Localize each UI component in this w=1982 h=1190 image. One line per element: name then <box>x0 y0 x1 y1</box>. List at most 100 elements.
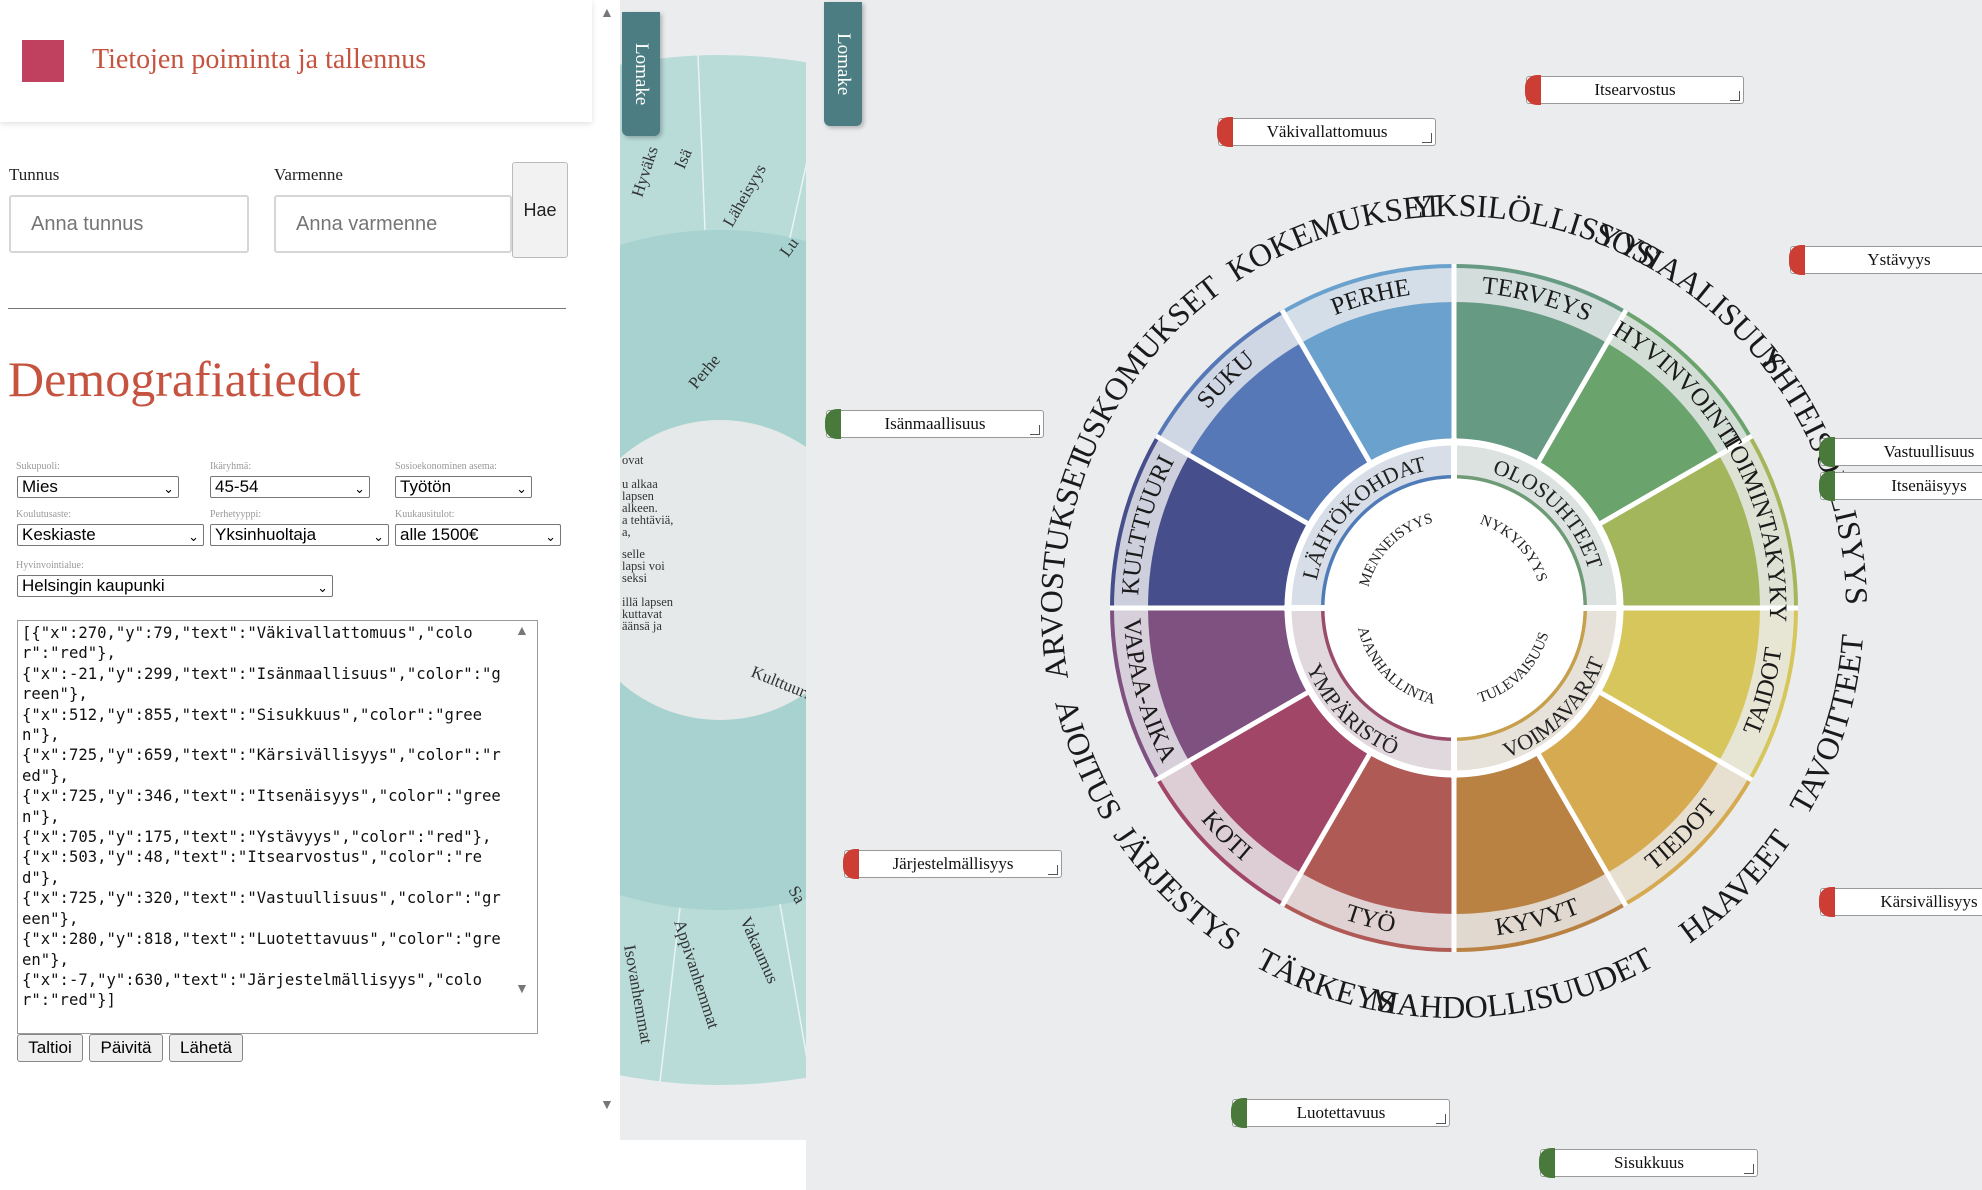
secondary-wheel: Hyväks Isä Läheisyys Lu Perhe Kulttuuri … <box>620 54 806 1085</box>
laheta-button[interactable]: Lähetä <box>169 1034 243 1062</box>
sosioekonominen-select[interactable]: Työtön ⌄ <box>395 476 532 498</box>
svg-text:lapsi voi: lapsi voi <box>622 559 665 573</box>
paivita-button[interactable]: Päivitä <box>89 1034 163 1062</box>
outer-dimension-label: TÄRKEYS <box>1251 940 1398 1020</box>
svg-text:u alkaa: u alkaa <box>622 477 658 491</box>
outer-dimension-label: TAVOITTEET <box>1782 633 1870 820</box>
floating-label[interactable]: Järjestelmällisyys <box>843 849 1062 879</box>
outer-dimension-label: AJOITUS <box>1048 695 1129 825</box>
label-band-segment <box>1607 761 1749 903</box>
wheel-segment[interactable] <box>1301 751 1454 915</box>
svg-text:a,: a, <box>622 525 631 539</box>
resize-grip-icon[interactable] <box>1048 865 1058 875</box>
wheel-segment[interactable] <box>1597 455 1760 608</box>
floating-label-cap <box>843 849 859 879</box>
segment-divider <box>1279 308 1374 466</box>
floating-label-cap <box>825 409 841 439</box>
svg-text:kuttavat: kuttavat <box>622 607 663 621</box>
wheel-segment[interactable] <box>1454 751 1607 915</box>
tunnus-label: Tunnus <box>9 165 60 184</box>
koulutusaste-label: Koulutusaste: <box>16 509 71 520</box>
secondary-center-text: ovat u alkaa lapsen alkeen. a tehtäviä, … <box>622 453 674 633</box>
app-title: Tietojen poiminta ja tallennus <box>92 44 427 75</box>
demographics-heading: Demografiatiedot <box>8 351 361 407</box>
resize-grip-icon[interactable] <box>1030 425 1040 435</box>
wheel-segment[interactable] <box>1148 608 1311 761</box>
wheel-segment[interactable] <box>1597 608 1760 761</box>
label-band-segment <box>1719 438 1794 608</box>
lomake-tab-left[interactable]: Lomake <box>622 12 660 136</box>
resize-grip-icon[interactable] <box>1422 133 1432 143</box>
textarea-scroll-up-icon[interactable]: ▲ <box>515 624 529 639</box>
varmenne-label: Varmenne <box>274 165 343 184</box>
wheel-center <box>1327 481 1581 735</box>
segment-divider <box>1534 750 1629 908</box>
hyvinvointialue-select[interactable]: Helsingin kaupunki ⌄ <box>17 575 333 597</box>
segment-divider <box>1154 688 1312 783</box>
floating-label[interactable]: Kärsivällisyys <box>1819 887 1982 917</box>
lomake-tab-right[interactable]: Lomake <box>824 2 862 126</box>
svg-text:äänsä ja: äänsä ja <box>622 619 662 633</box>
resize-grip-icon[interactable] <box>1744 1164 1754 1174</box>
hae-button[interactable]: Hae <box>512 162 568 258</box>
panel-scroll-up-icon[interactable]: ▲ <box>600 6 614 21</box>
taltioi-button[interactable]: Taltioi <box>17 1034 83 1062</box>
segment-divider <box>1154 433 1312 528</box>
chevron-down-icon: ⌄ <box>373 529 384 544</box>
floating-label[interactable]: Vastuullisuus <box>1819 437 1982 467</box>
json-textarea[interactable]: [{"x":270,"y":79,"text":"Väkivallattomuu… <box>17 620 538 1034</box>
svg-text:illä lapsen: illä lapsen <box>622 595 674 609</box>
ikaryhma-label: Ikäryhmä: <box>210 461 252 472</box>
resize-grip-icon[interactable] <box>1730 91 1740 101</box>
perhetyyppi-select[interactable]: Yksinhuoltaja ⌄ <box>210 524 389 546</box>
floating-label[interactable]: Luotettavuus <box>1231 1098 1450 1128</box>
outer-dimension-label: ARVOSTUKSET <box>1033 443 1100 682</box>
floating-label-cap <box>1525 75 1541 105</box>
divider <box>8 308 566 309</box>
label-band-segment <box>1454 873 1624 948</box>
outer-dimension-label: MAHDOLLISUUDET <box>1367 940 1659 1025</box>
svg-text:a tehtäviä,: a tehtäviä, <box>622 513 673 527</box>
floating-label-cap <box>1231 1098 1247 1128</box>
segment-divider <box>1534 308 1629 466</box>
svg-text:selle: selle <box>622 547 645 561</box>
textarea-scroll-down-icon[interactable]: ▼ <box>515 982 529 997</box>
wheel-panel: TERVEYS HYVINVOINTI TOIMINTAKYKY TAIDOT TIED… <box>806 0 1982 1190</box>
floating-label[interactable]: Itsenäisyys <box>1819 471 1982 501</box>
wellbeing-wheel: TERVEYSHYVINVOINTITOIMINTAKYKYTAIDOTTIED… <box>1033 187 1875 1025</box>
wheel-segment[interactable] <box>1301 302 1454 465</box>
form-panel: Tietojen poiminta ja tallennus Tunnus Va… <box>0 0 620 1140</box>
floating-label-cap <box>1819 471 1835 501</box>
secondary-label-5: Sa <box>785 883 806 908</box>
panel-scroll-down-icon[interactable]: ▼ <box>600 1098 614 1113</box>
label-band-segment <box>1114 608 1189 778</box>
app-logo-square <box>22 40 64 82</box>
kuukausitulot-select[interactable]: alle 1500€ ⌄ <box>395 524 561 546</box>
label-band-segment <box>1159 761 1301 903</box>
ikaryhma-select[interactable]: 45-54 ⌄ <box>210 476 370 498</box>
floating-label-cap <box>1789 245 1805 275</box>
floating-label[interactable]: Väkivallattomuus <box>1217 117 1436 147</box>
label-band-segment <box>1607 313 1749 455</box>
chevron-down-icon: ⌄ <box>545 529 556 544</box>
floating-label[interactable]: Itsearvostus <box>1525 75 1744 105</box>
label-band-segment <box>1284 268 1454 343</box>
floating-label-cap <box>1819 437 1835 467</box>
label-band-segment <box>1114 438 1189 608</box>
wheel-segment[interactable] <box>1454 302 1607 465</box>
floating-label[interactable]: Isänmaallisuus <box>825 409 1044 439</box>
chevron-down-icon: ⌄ <box>163 481 174 496</box>
sukupuoli-select[interactable]: Mies ⌄ <box>17 476 179 498</box>
chevron-down-icon: ⌄ <box>317 580 328 595</box>
svg-text:alkeen.: alkeen. <box>622 501 658 515</box>
floating-label[interactable]: Sisukkuus <box>1539 1148 1758 1178</box>
hyvinvointialue-label: Hyvinvointialue: <box>16 560 84 571</box>
wheel-segment[interactable] <box>1148 455 1311 608</box>
sukupuoli-label: Sukupuoli: <box>16 461 60 472</box>
secondary-wheel-center <box>620 420 806 720</box>
floating-label[interactable]: Ystävyys <box>1789 245 1982 275</box>
tunnus-input[interactable] <box>9 195 249 253</box>
resize-grip-icon[interactable] <box>1436 1114 1446 1124</box>
koulutusaste-select[interactable]: Keskiaste ⌄ <box>17 524 204 546</box>
varmenne-input[interactable] <box>274 195 512 253</box>
